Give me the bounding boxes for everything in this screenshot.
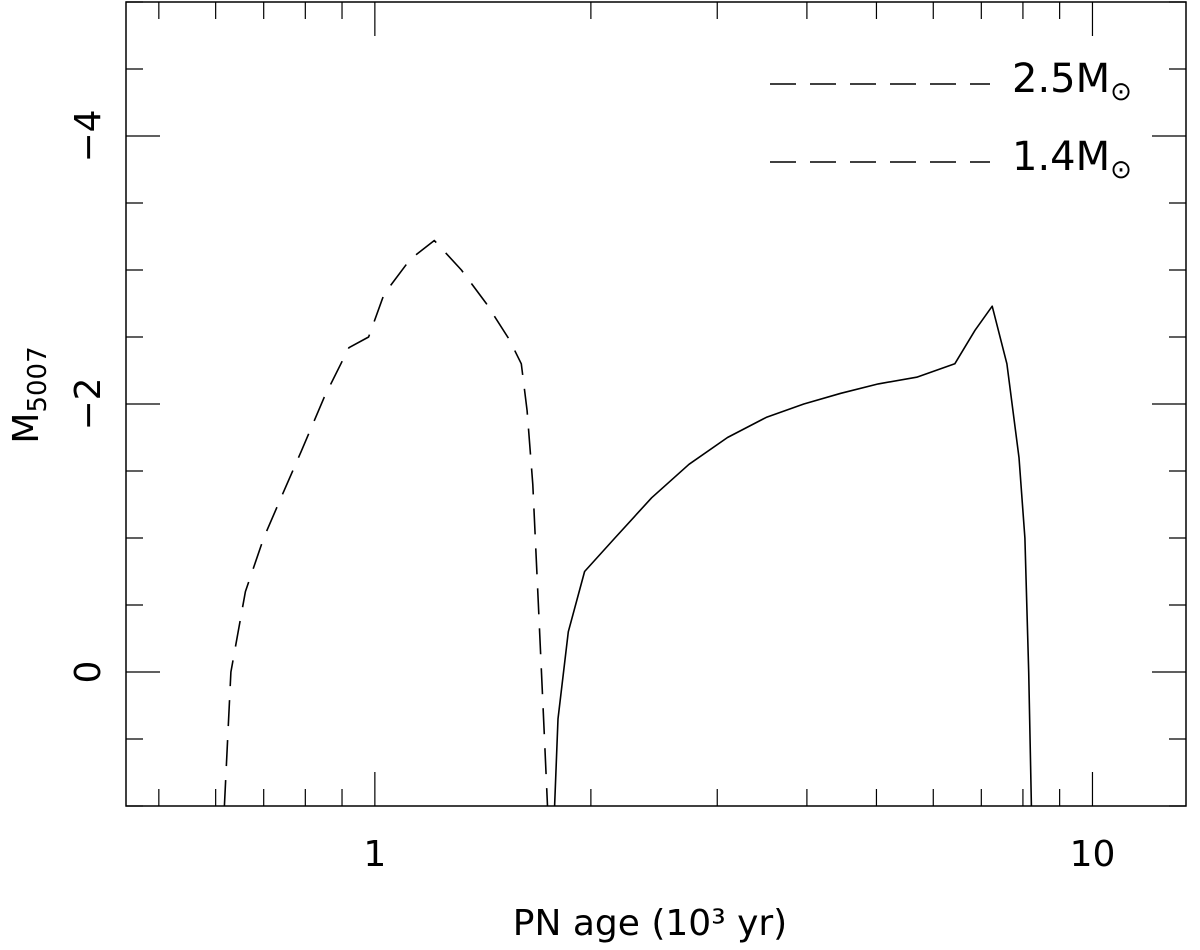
legend-subscript-2-5: ⊙ (1110, 77, 1132, 107)
series-line-0 (223, 239, 549, 807)
y-tick-label: −2 (68, 377, 109, 430)
ticks (126, 1, 1186, 807)
tick-labels: 1 10 0 −2 −4 (68, 109, 1115, 875)
svg-text:1.4M⊙: 1.4M⊙ (1012, 134, 1132, 185)
legend-symbol-1-4: M (1076, 134, 1111, 180)
legend-label-1-4: 1.4 (1012, 134, 1076, 180)
x-tick-label: 10 (1070, 834, 1116, 875)
y-axis-label-main: M (6, 413, 47, 444)
legend-subscript-1-4: ⊙ (1110, 155, 1132, 185)
svg-text:2.5M⊙: 2.5M⊙ (1012, 56, 1132, 107)
x-tick-label: 1 (363, 834, 386, 875)
series-line-1 (553, 305, 1033, 807)
y-tick-label: −4 (68, 109, 109, 162)
svg-text:M5007: M5007 (6, 346, 53, 443)
legend-label-2-5: 2.5 (1012, 56, 1076, 102)
legend-symbol-2-5: M (1076, 56, 1111, 102)
y-tick-label: 0 (68, 661, 109, 684)
y-axis-label: M5007 (6, 346, 53, 443)
series-layer (223, 239, 1033, 807)
legend: 2.5M⊙ 1.4M⊙ (770, 56, 1132, 185)
y-axis-label-sub: 5007 (23, 346, 53, 412)
plot-frame (125, 1, 1187, 807)
x-axis-label: PN age (10³ yr) (513, 903, 787, 944)
